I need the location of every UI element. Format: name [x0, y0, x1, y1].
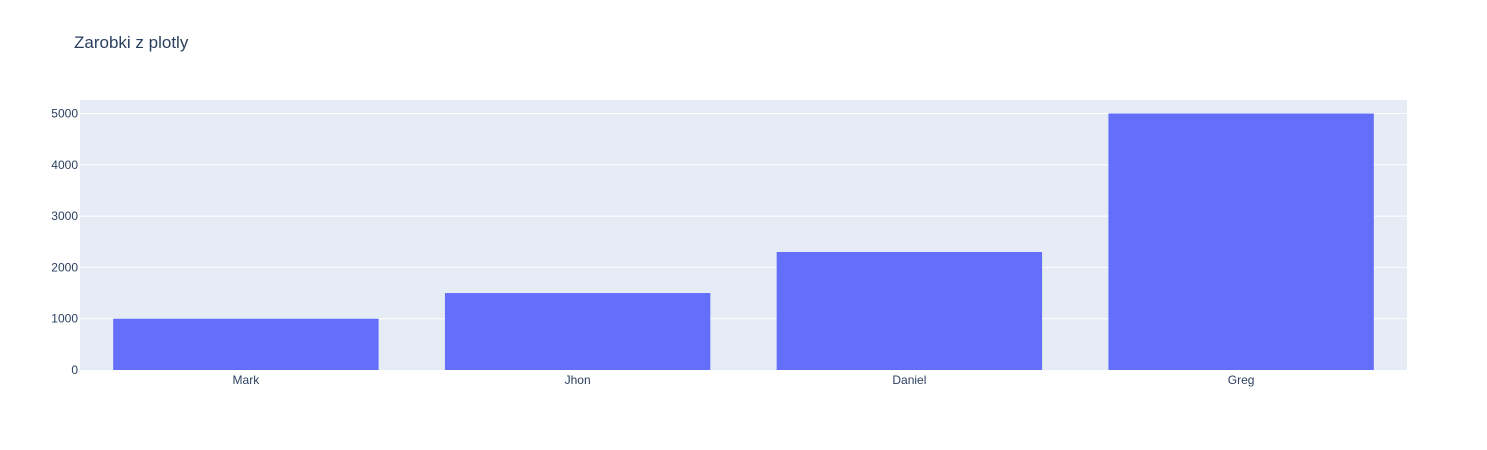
- y-tick-label: 2000: [51, 260, 78, 274]
- bar[interactable]: [776, 252, 1043, 370]
- y-tick-label: 4000: [51, 158, 78, 172]
- y-tick-label: 5000: [51, 106, 78, 120]
- x-tick-label: Greg: [1228, 373, 1255, 387]
- chart-title: Zarobki z plotly: [74, 33, 189, 52]
- y-tick-label: 1000: [51, 312, 78, 326]
- bar[interactable]: [1108, 113, 1374, 370]
- x-tick-label: Daniel: [892, 373, 926, 387]
- bar[interactable]: [113, 318, 379, 370]
- y-tick-label: 3000: [51, 209, 78, 223]
- x-tick-label: Mark: [233, 373, 261, 387]
- y-tick-label: 0: [71, 363, 78, 377]
- x-tick-label: Jhon: [565, 373, 591, 387]
- bar[interactable]: [444, 293, 711, 370]
